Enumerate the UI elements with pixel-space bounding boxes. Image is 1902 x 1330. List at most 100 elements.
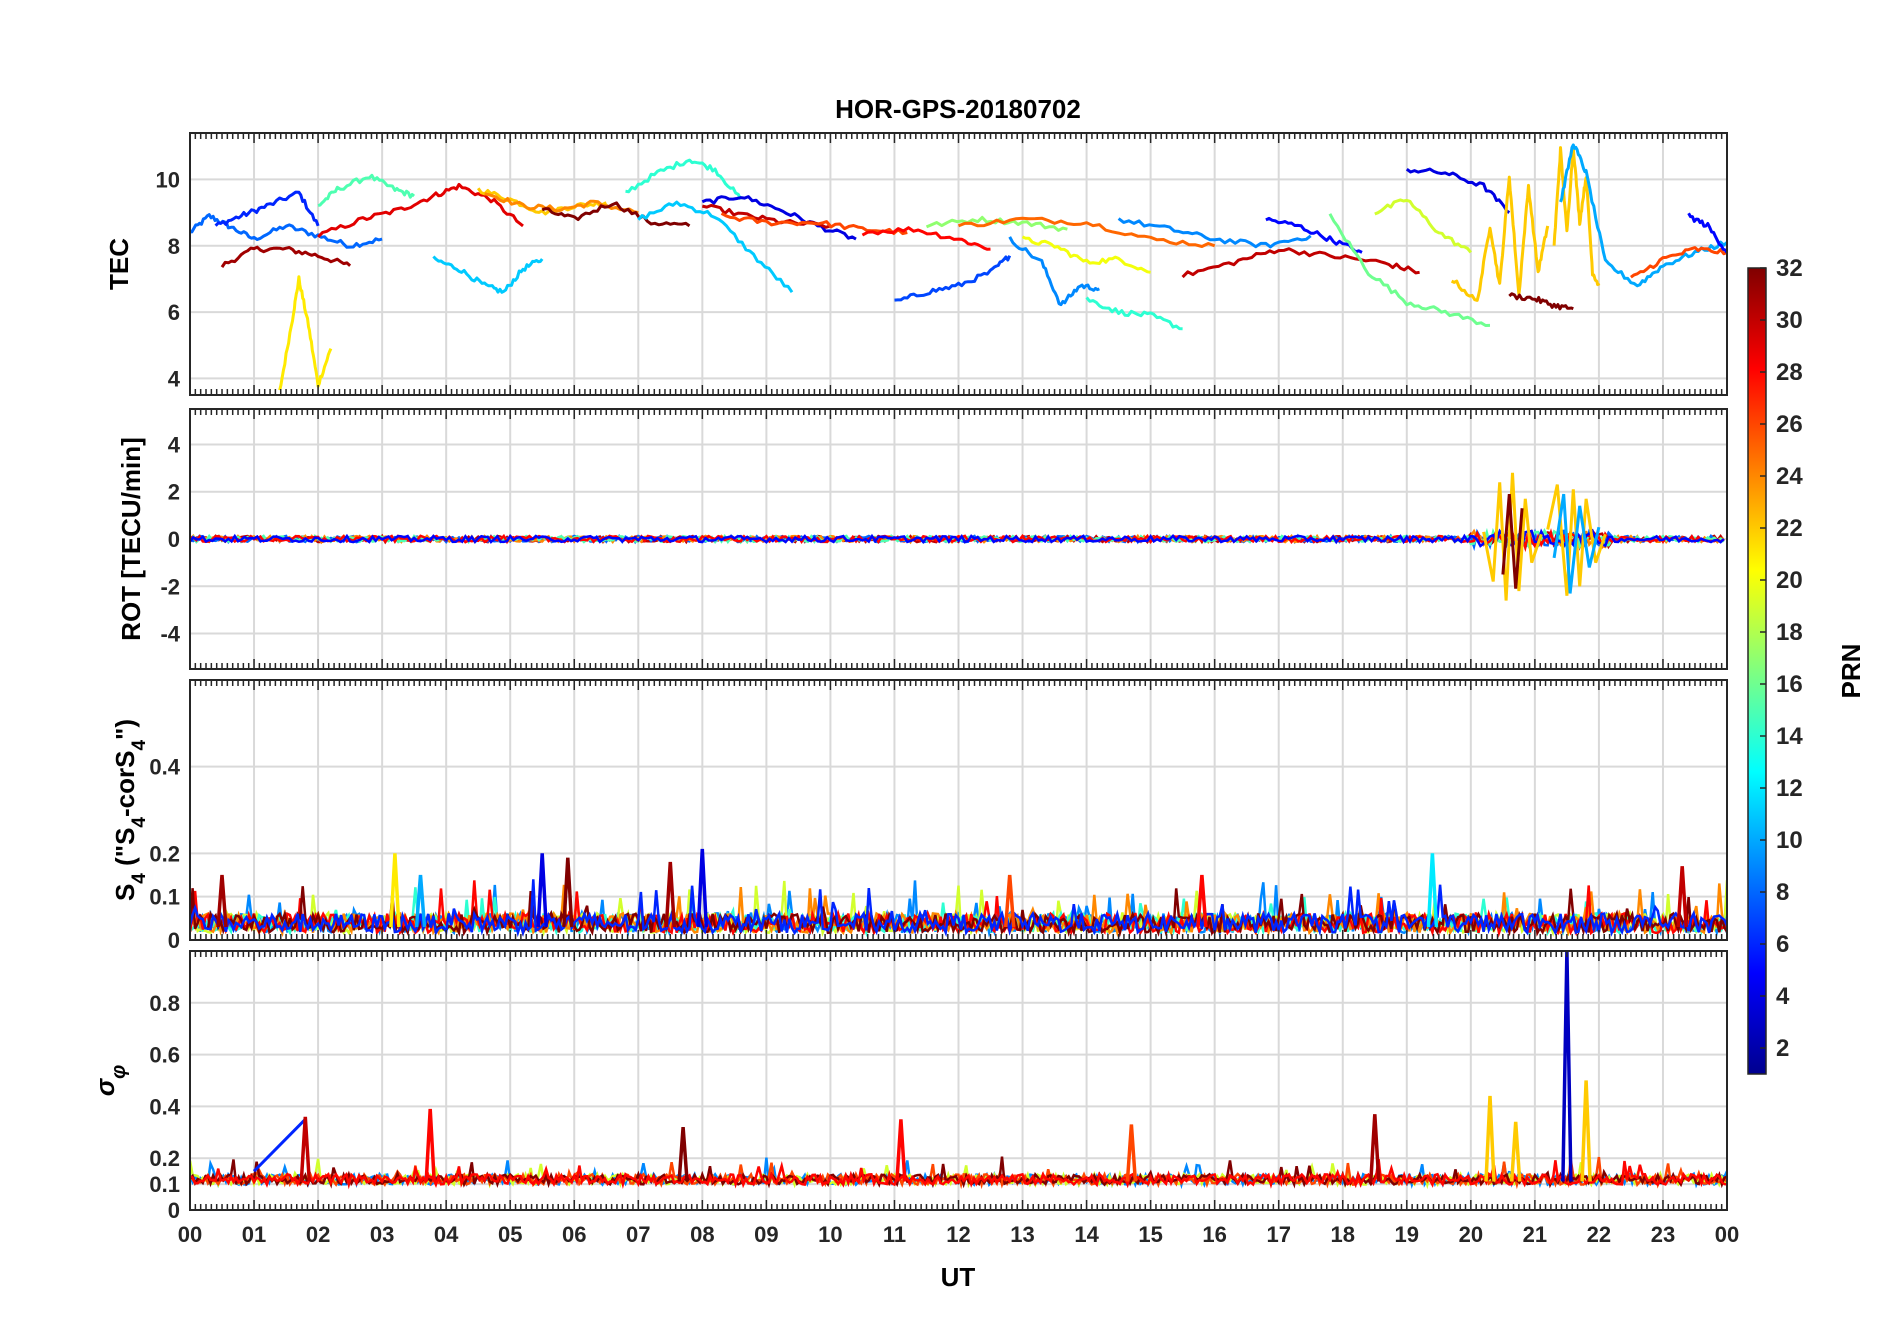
spike-prn-22 xyxy=(1484,1095,1496,1182)
y-axis-label: S4 ("S4-corS4") xyxy=(110,719,150,901)
series-line-prn-28 xyxy=(861,226,991,251)
colorbar-tick-label: 30 xyxy=(1776,307,1803,334)
x-tick-label: 10 xyxy=(818,1222,842,1247)
series-line-prn-6 xyxy=(214,190,320,227)
colorbar-tick-label: 10 xyxy=(1776,827,1803,854)
series-line-prn-10 xyxy=(1559,143,1727,288)
x-tick-label: 05 xyxy=(498,1222,522,1247)
spike-prn-28 xyxy=(895,1119,907,1182)
series-line-prn-25 xyxy=(957,216,1216,248)
y-tick-label: 10 xyxy=(156,167,180,192)
y-axis-label-part: 4 xyxy=(129,740,150,751)
y-axis-label-part: (" xyxy=(110,845,140,873)
x-tick-label: 09 xyxy=(754,1222,778,1247)
x-tick-label: 00 xyxy=(1715,1222,1739,1247)
y-axis-label-part: 4 xyxy=(129,817,150,828)
spike-prn-26 xyxy=(1125,1124,1138,1182)
colorbar-tick-label: 4 xyxy=(1776,983,1790,1010)
colorbar-tick-label: 22 xyxy=(1776,515,1803,542)
y-tick-label: 4 xyxy=(168,366,181,391)
rot-noise-prn-5 xyxy=(190,528,1725,552)
x-tick-label: 14 xyxy=(1074,1222,1099,1247)
series-line-prn-22 xyxy=(1482,472,1543,601)
y-tick-label: 6 xyxy=(168,300,180,325)
colorbar-tick-label: 20 xyxy=(1776,567,1803,594)
series-line-prn-5 xyxy=(1687,212,1727,254)
spike-prn-22 xyxy=(1580,1080,1592,1182)
x-minor-ticks xyxy=(189,951,1728,1210)
x-tick-label: 02 xyxy=(306,1222,330,1247)
colorbar-tick-label: 18 xyxy=(1776,619,1803,646)
y-axis-label-part: σ xyxy=(90,1077,120,1096)
series-line-prn-32 xyxy=(1508,292,1574,311)
y-tick-label: -2 xyxy=(160,574,180,599)
x-tick-label: 06 xyxy=(562,1222,586,1247)
y-tick-label: 0.4 xyxy=(149,755,180,780)
series-line-prn-32 xyxy=(1501,493,1524,589)
spike-prn-30 xyxy=(299,1116,312,1182)
y-tick-label: 4 xyxy=(168,432,181,457)
x-tick-label: 17 xyxy=(1266,1222,1290,1247)
y-axis-label: ROT [TECU/min] xyxy=(116,437,146,641)
spike-prn-4 xyxy=(536,853,548,928)
colorbar-tick-label: 24 xyxy=(1776,463,1803,490)
colorbar-tick-label: 16 xyxy=(1776,671,1803,698)
spike-prn-31 xyxy=(216,874,228,928)
y-axis-label: σφ xyxy=(90,1065,130,1096)
spike-prn-3 xyxy=(1561,951,1573,1182)
spike-prn-31 xyxy=(664,861,677,928)
y-axis-label-part: 4 xyxy=(129,873,150,884)
series-line-prn-26 xyxy=(1630,246,1727,279)
series-line-prn-26 xyxy=(720,212,908,236)
x-minor-ticks xyxy=(189,680,1728,940)
series-line-prn-8 xyxy=(190,213,383,249)
plot-lines xyxy=(190,143,1727,391)
y-tick-label: 2 xyxy=(168,480,180,505)
plot-lines xyxy=(190,951,1727,1190)
colorbar-tick-label: 14 xyxy=(1776,723,1803,750)
colorbar-tick-label: 28 xyxy=(1776,359,1803,386)
colorbar-gradient xyxy=(1747,267,1767,1075)
x-tick-label: 18 xyxy=(1331,1222,1355,1247)
x-axis: 00 01 02 03 04 05 06 07 08 09 10 11 12 13 14 15 16 17 18 19… xyxy=(178,1222,1739,1247)
y-tick-label: -4 xyxy=(160,622,180,647)
plot-lines xyxy=(190,472,1725,601)
plot-lines xyxy=(190,848,1727,938)
x-tick-label: 23 xyxy=(1651,1222,1675,1247)
colorbar-tick-label: 12 xyxy=(1776,775,1803,802)
spike-prn-31 xyxy=(1369,1114,1381,1182)
colorbar-tick-label: 8 xyxy=(1776,879,1789,906)
colorbar-label: PRN xyxy=(1836,644,1866,699)
x-tick-label: 21 xyxy=(1523,1222,1547,1247)
x-tick-label: 07 xyxy=(626,1222,650,1247)
x-tick-label: 03 xyxy=(370,1222,394,1247)
colorbar-tick-label: 32 xyxy=(1776,255,1803,282)
spike-prn-26 xyxy=(1003,874,1016,928)
spike-prn-4 xyxy=(696,848,709,928)
panel-S4: 00.10.20.4S4 ("S4-corS4") xyxy=(110,679,1728,953)
series-line-prn-14 xyxy=(1085,296,1183,331)
x-minor-ticks xyxy=(189,409,1728,669)
series-line-prn-11 xyxy=(432,255,544,294)
series-line-prn-4 xyxy=(701,195,857,241)
x-tick-label: 20 xyxy=(1459,1222,1483,1247)
y-tick-label: 0.2 xyxy=(149,1146,180,1171)
series-line-prn-9 xyxy=(1117,217,1312,249)
series-line-prn-9 xyxy=(1008,236,1100,307)
y-tick-label: 0.1 xyxy=(149,1172,180,1197)
series-line-prn-22 xyxy=(1552,146,1601,287)
series-line-prn-20 xyxy=(1021,235,1151,274)
x-axis-label: UT xyxy=(941,1262,976,1292)
x-tick-label: 04 xyxy=(434,1222,459,1247)
series-line-prn-32 xyxy=(541,201,691,228)
y-axis-label: TEC xyxy=(104,238,134,290)
spike-prn-32 xyxy=(677,1126,689,1182)
x-tick-label: 01 xyxy=(242,1222,266,1247)
spike-prn-30 xyxy=(1676,866,1688,928)
series-line-prn-16 xyxy=(1328,213,1491,327)
series-line-prn-15 xyxy=(317,173,416,208)
y-tick-label: 0 xyxy=(168,1198,180,1223)
series-line-prn-31 xyxy=(220,245,352,268)
y-tick-label: 0.8 xyxy=(149,991,180,1016)
